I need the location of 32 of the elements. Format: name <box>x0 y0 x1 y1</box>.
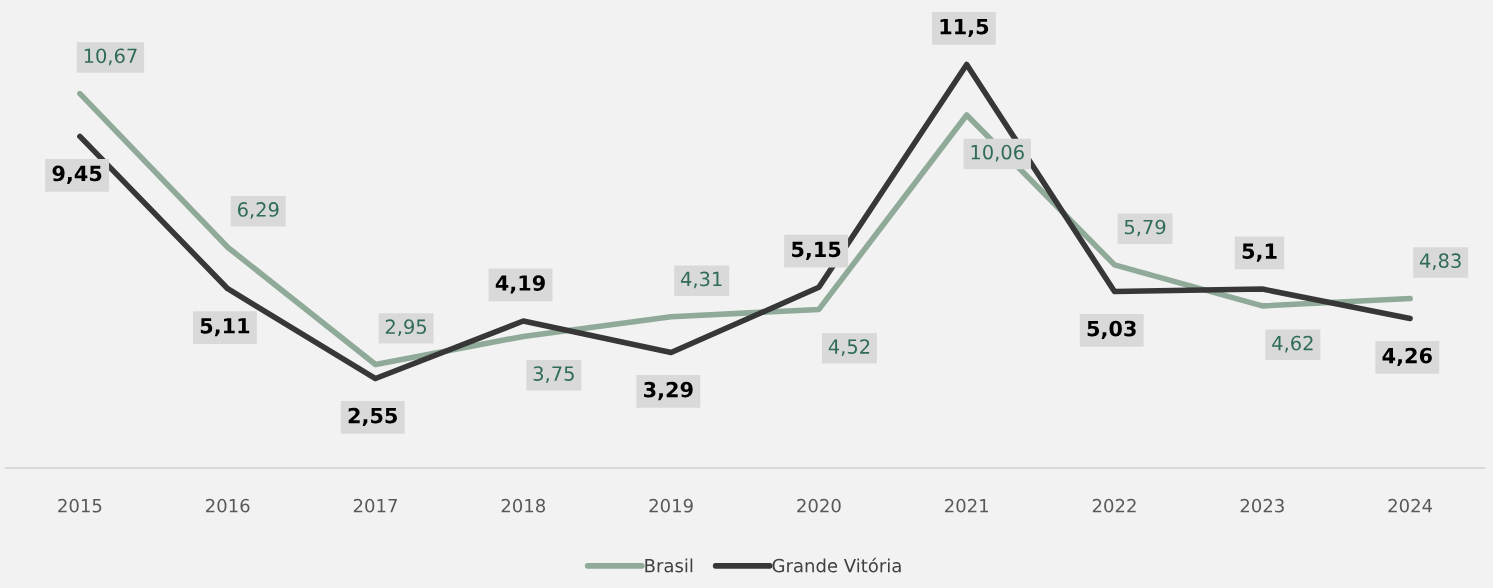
data-label: 9,45 <box>52 165 102 185</box>
x-tick-label: 2023 <box>1240 498 1284 513</box>
data-label: 11,5 <box>940 18 989 38</box>
legend-label: Brasil <box>645 558 693 573</box>
data-label: 2,95 <box>385 319 426 337</box>
data-label: 5,15 <box>792 241 841 260</box>
x-tick-label: 2017 <box>353 498 397 513</box>
x-tick-label: 2024 <box>1388 498 1433 513</box>
x-tick-label: 2016 <box>206 498 250 513</box>
x-tick-label: 2022 <box>1092 498 1136 513</box>
data-label: 2,55 <box>348 407 397 427</box>
data-label: 3,75 <box>533 366 574 383</box>
x-tick-label: 2015 <box>58 498 102 513</box>
data-label: 5,79 <box>1124 219 1166 237</box>
data-label: 10,67 <box>84 48 137 66</box>
data-label: 4,83 <box>1419 253 1461 271</box>
data-label: 4,31 <box>680 271 722 289</box>
data-label: 4,62 <box>1272 335 1313 353</box>
data-label: 10,06 <box>971 144 1024 162</box>
data-label: 5,1 <box>1242 243 1277 262</box>
data-label: 4,26 <box>1382 347 1432 367</box>
x-tick-label: 2019 <box>649 498 693 513</box>
x-tick-label: 2018 <box>501 498 546 513</box>
x-tick-label: 2020 <box>797 498 841 513</box>
x-tick-label: 2021 <box>945 498 989 513</box>
data-label: 4,52 <box>828 339 870 356</box>
data-label: 5,03 <box>1087 320 1136 340</box>
data-label: 5,11 <box>200 318 250 337</box>
data-label: 6,29 <box>237 202 279 219</box>
legend-label: Grande Vitória <box>772 557 901 573</box>
data-label: 4,19 <box>495 275 545 294</box>
data-label: 3,29 <box>644 381 693 401</box>
